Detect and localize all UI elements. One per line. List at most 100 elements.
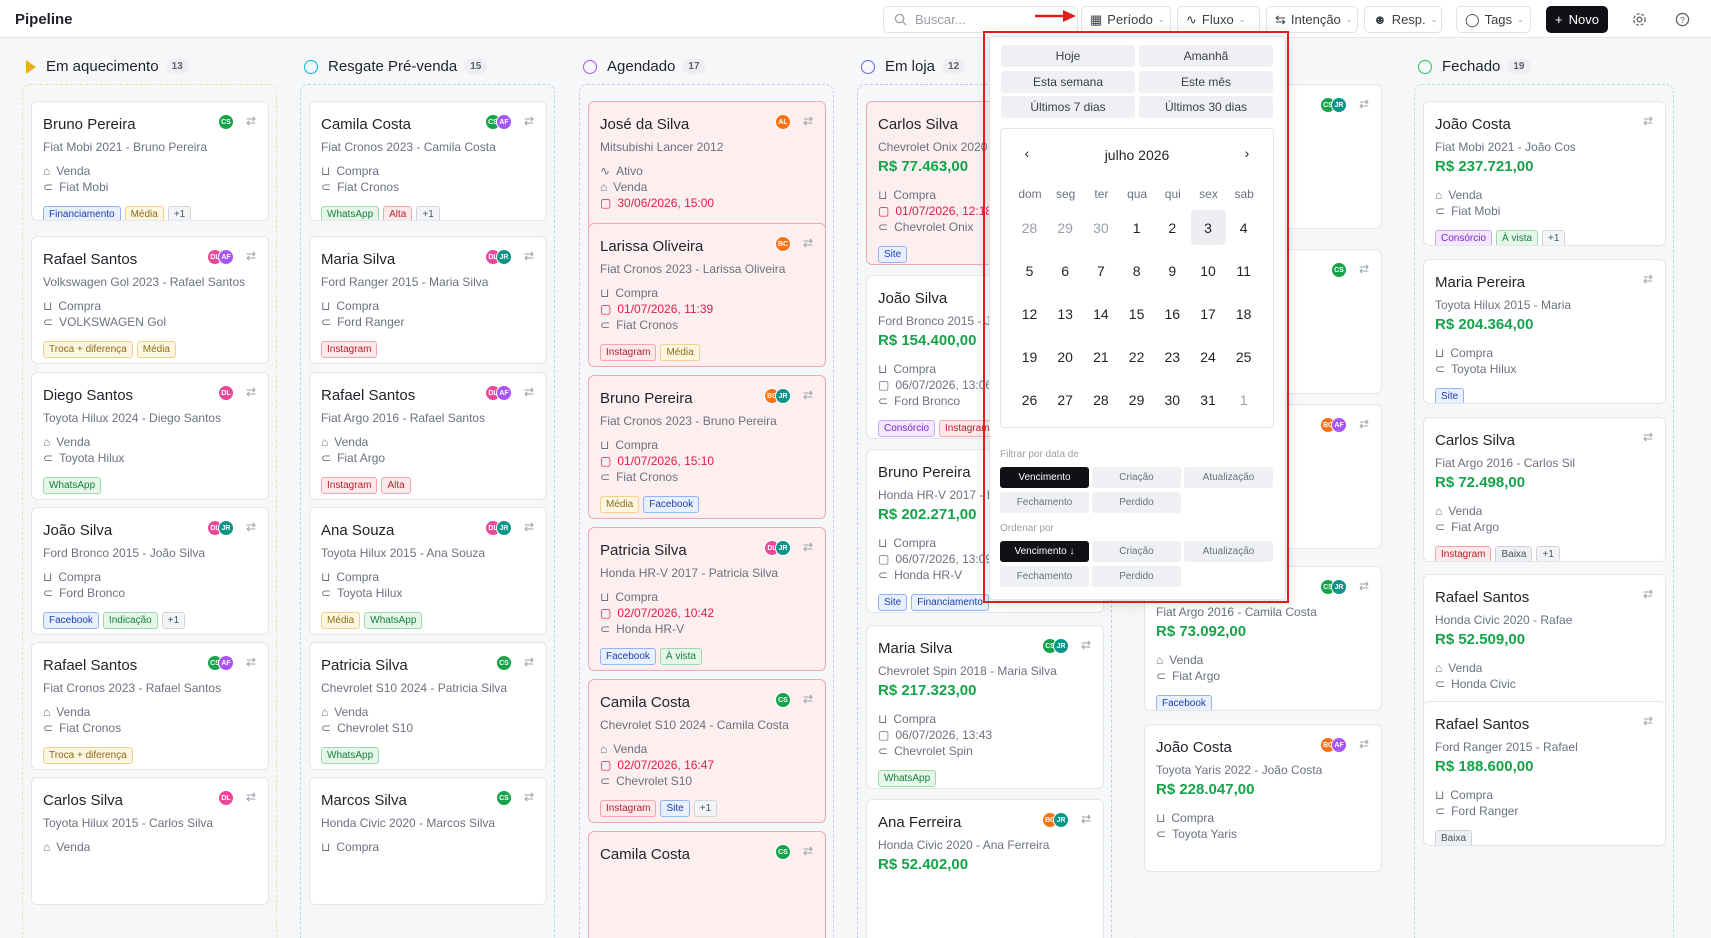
- deal-card[interactable]: Diego Santos Toyota Hilux 2024 - Diego Sa…: [31, 372, 269, 500]
- deal-card[interactable]: Ana Ferreira Honda Civic 2020 - Ana Ferre…: [866, 799, 1104, 938]
- search-input[interactable]: Buscar...: [883, 6, 1078, 33]
- transfer-icon[interactable]: ⇄: [523, 655, 534, 669]
- calendar-day[interactable]: 5: [1025, 262, 1034, 279]
- calendar-day[interactable]: 10: [1200, 262, 1216, 279]
- deal-card[interactable]: João Costa Toyota Yaris 2022 - João Costa…: [1144, 724, 1382, 872]
- transfer-icon[interactable]: ⇄: [802, 844, 813, 858]
- segment-option[interactable]: Perdido: [1092, 566, 1181, 587]
- segment-option[interactable]: Perdido: [1092, 492, 1181, 513]
- intencao-filter-button[interactable]: ⇆ Intenção ⌄: [1266, 6, 1358, 33]
- prev-month-icon[interactable]: ‹: [1024, 145, 1030, 161]
- transfer-icon[interactable]: ⇄: [245, 114, 256, 128]
- quick-range-button[interactable]: Este mês: [1139, 70, 1273, 93]
- deal-card[interactable]: Bruno Pereira Fiat Cronos 2023 - Bruno Pe…: [588, 375, 826, 519]
- transfer-icon[interactable]: ⇄: [802, 388, 813, 402]
- transfer-icon[interactable]: ⇄: [1642, 272, 1653, 286]
- deal-card[interactable]: Ana Souza Toyota Hilux 2015 - Ana Souza ⊔ C…: [309, 507, 547, 635]
- calendar-day[interactable]: 15: [1128, 305, 1145, 322]
- calendar-day[interactable]: 28: [1093, 391, 1109, 408]
- calendar-day[interactable]: 9: [1168, 262, 1177, 279]
- transfer-icon[interactable]: ⇄: [1080, 812, 1091, 826]
- deal-card[interactable]: Rafael Santos Volkswagen Gol 2023 - Rafae…: [31, 236, 269, 364]
- transfer-icon[interactable]: ⇄: [1080, 638, 1091, 652]
- calendar-day[interactable]: 1: [1132, 219, 1141, 236]
- transfer-icon[interactable]: ⇄: [802, 540, 813, 554]
- help-icon[interactable]: ?: [1671, 8, 1693, 30]
- transfer-icon[interactable]: ⇄: [523, 520, 534, 534]
- segment-option[interactable]: Atualização: [1184, 541, 1273, 562]
- calendar-day[interactable]: 4: [1239, 219, 1248, 236]
- calendar-day[interactable]: 8: [1132, 262, 1141, 279]
- calendar-day[interactable]: 30: [1093, 219, 1109, 236]
- calendar-day[interactable]: 18: [1235, 305, 1252, 322]
- deal-card[interactable]: João Costa Fiat Mobi 2021 - João Cos R$ 23…: [1423, 101, 1666, 246]
- deal-card[interactable]: Camila Costa Fiat Cronos 2023 - Camila Co…: [309, 101, 547, 221]
- calendar-day[interactable]: 19: [1021, 348, 1038, 365]
- transfer-icon[interactable]: ⇄: [1358, 262, 1369, 276]
- deal-card[interactable]: Carlos Silva Toyota Hilux 2015 - Carlos S…: [31, 777, 269, 905]
- deal-card[interactable]: Maria Silva Ford Ranger 2015 - Maria Silv…: [309, 236, 547, 364]
- quick-range-button[interactable]: Hoje: [1001, 45, 1135, 67]
- calendar-day[interactable]: 29: [1057, 219, 1073, 236]
- transfer-icon[interactable]: ⇄: [523, 249, 534, 263]
- resp-filter-button[interactable]: ☻ Resp. ⌄: [1364, 6, 1442, 33]
- fluxo-filter-button[interactable]: ∿ Fluxo ⌄: [1177, 6, 1260, 33]
- transfer-icon[interactable]: ⇄: [1642, 114, 1653, 128]
- segment-option[interactable]: Criação: [1092, 541, 1181, 562]
- deal-card[interactable]: Marcos Silva Honda Civic 2020 - Marcos Si…: [309, 777, 547, 905]
- transfer-icon[interactable]: ⇄: [245, 655, 256, 669]
- calendar-day[interactable]: 14: [1093, 305, 1109, 322]
- segment-option[interactable]: Criação: [1092, 467, 1181, 488]
- deal-card[interactable]: Maria Pereira Toyota Hilux 2015 - Maria R$…: [1423, 259, 1666, 404]
- deal-card[interactable]: Camila Costa Chevrolet S10 2024 - Camila …: [588, 679, 826, 823]
- calendar-day[interactable]: 29: [1128, 391, 1145, 408]
- calendar-day[interactable]: 12: [1021, 305, 1038, 322]
- calendar-day[interactable]: 22: [1128, 348, 1145, 365]
- calendar-day[interactable]: 1: [1239, 391, 1248, 408]
- transfer-icon[interactable]: ⇄: [245, 385, 256, 399]
- calendar-day[interactable]: 20: [1057, 348, 1073, 365]
- transfer-icon[interactable]: ⇄: [523, 114, 534, 128]
- transfer-icon[interactable]: ⇄: [1358, 579, 1369, 593]
- quick-range-button[interactable]: Amanhã: [1139, 45, 1273, 67]
- tags-filter-button[interactable]: ◯ Tags ⌄: [1456, 6, 1531, 33]
- transfer-icon[interactable]: ⇄: [802, 236, 813, 250]
- deal-card[interactable]: Rafael Santos Honda Civic 2020 - Rafae R$ …: [1423, 574, 1666, 719]
- calendar-day[interactable]: 2: [1168, 219, 1177, 236]
- deal-card[interactable]: Patricia Silva Honda HR-V 2017 - Patricia…: [588, 527, 826, 671]
- deal-card[interactable]: Rafael Santos Fiat Argo 2016 - Rafael San…: [309, 372, 547, 500]
- transfer-icon[interactable]: ⇄: [523, 790, 534, 804]
- transfer-icon[interactable]: ⇄: [245, 249, 256, 263]
- quick-range-button[interactable]: Esta semana: [1001, 70, 1135, 93]
- transfer-icon[interactable]: ⇄: [1358, 737, 1369, 751]
- transfer-icon[interactable]: ⇄: [1358, 97, 1369, 111]
- deal-card[interactable]: Bruno Pereira Fiat Mobi 2021 - Bruno Pere…: [31, 101, 269, 221]
- calendar-day[interactable]: 31: [1200, 391, 1216, 408]
- calendar-day[interactable]: 28: [1021, 219, 1038, 236]
- calendar-day[interactable]: 24: [1200, 348, 1216, 365]
- calendar-day[interactable]: 16: [1164, 305, 1181, 322]
- periodo-filter-button[interactable]: ▦ Período ⌄: [1081, 6, 1171, 33]
- segment-option[interactable]: Fechamento: [1000, 492, 1089, 513]
- quick-range-button[interactable]: Últimos 7 dias: [1001, 96, 1135, 118]
- calendar-day[interactable]: 27: [1057, 391, 1073, 408]
- deal-card[interactable]: João Silva Ford Bronco 2015 - João Silva ⊔…: [31, 507, 269, 635]
- transfer-icon[interactable]: ⇄: [1642, 714, 1653, 728]
- transfer-icon[interactable]: ⇄: [1642, 430, 1653, 444]
- new-deal-button[interactable]: + Novo: [1546, 6, 1608, 33]
- calendar-day[interactable]: 3: [1190, 210, 1226, 245]
- segment-option[interactable]: Atualização: [1184, 467, 1273, 488]
- calendar-day[interactable]: 23: [1164, 348, 1181, 365]
- gear-icon[interactable]: [1628, 8, 1650, 30]
- deal-card[interactable]: Rafael Santos Fiat Cronos 2023 - Rafael S…: [31, 642, 269, 770]
- calendar-day[interactable]: 6: [1061, 262, 1070, 279]
- deal-card[interactable]: Patricia Silva Chevrolet S10 2024 - Patri…: [309, 642, 547, 770]
- transfer-icon[interactable]: ⇄: [245, 790, 256, 804]
- transfer-icon[interactable]: ⇄: [1642, 587, 1653, 601]
- quick-range-button[interactable]: Últimos 30 dias: [1139, 96, 1273, 118]
- calendar-day[interactable]: 26: [1021, 391, 1038, 408]
- deal-card[interactable]: Maria Silva Chevrolet Spin 2018 - Maria S…: [866, 625, 1104, 789]
- next-month-icon[interactable]: ›: [1244, 145, 1250, 161]
- calendar-day[interactable]: 17: [1200, 305, 1216, 322]
- calendar-day[interactable]: 25: [1235, 348, 1252, 365]
